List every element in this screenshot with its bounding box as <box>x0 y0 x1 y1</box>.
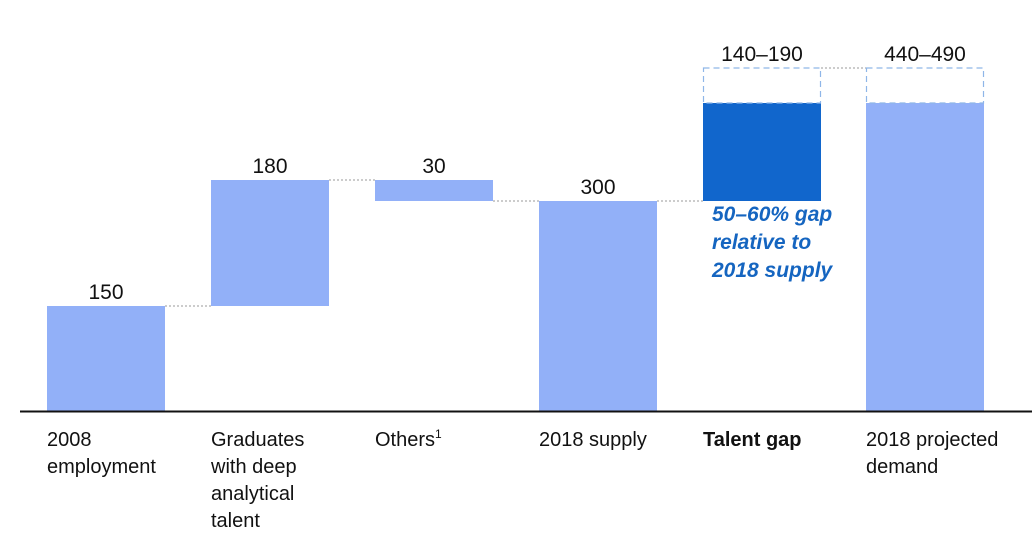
gap-annotation: 50–60% gap relative to 2018 supply <box>712 203 833 282</box>
category-label-6: 2018 projected demand <box>866 429 999 478</box>
bar-5 <box>703 103 821 201</box>
category-label-2: Graduates with deep analytical talent <box>211 429 305 532</box>
value-label-3: 30 <box>422 155 445 178</box>
category-label-5: Talent gap <box>703 429 802 451</box>
value-label-4: 300 <box>580 176 615 199</box>
value-label-1: 150 <box>88 281 123 304</box>
bar-3 <box>375 180 493 201</box>
bar-4 <box>539 201 657 411</box>
category-label-1: 2008 employment <box>47 429 156 478</box>
value-label-6: 440–490 <box>884 43 966 66</box>
value-label-2: 180 <box>252 155 287 178</box>
range-box-5 <box>702 67 822 104</box>
value-label-5: 140–190 <box>721 43 803 66</box>
bar-1 <box>47 306 165 411</box>
bar-2 <box>211 180 329 306</box>
range-box-6 <box>865 67 985 104</box>
footnote-marker: 1 <box>435 427 442 441</box>
bar-6 <box>866 103 984 411</box>
category-label-3: Others1 <box>375 427 442 451</box>
category-label-4: 2018 supply <box>539 429 647 451</box>
